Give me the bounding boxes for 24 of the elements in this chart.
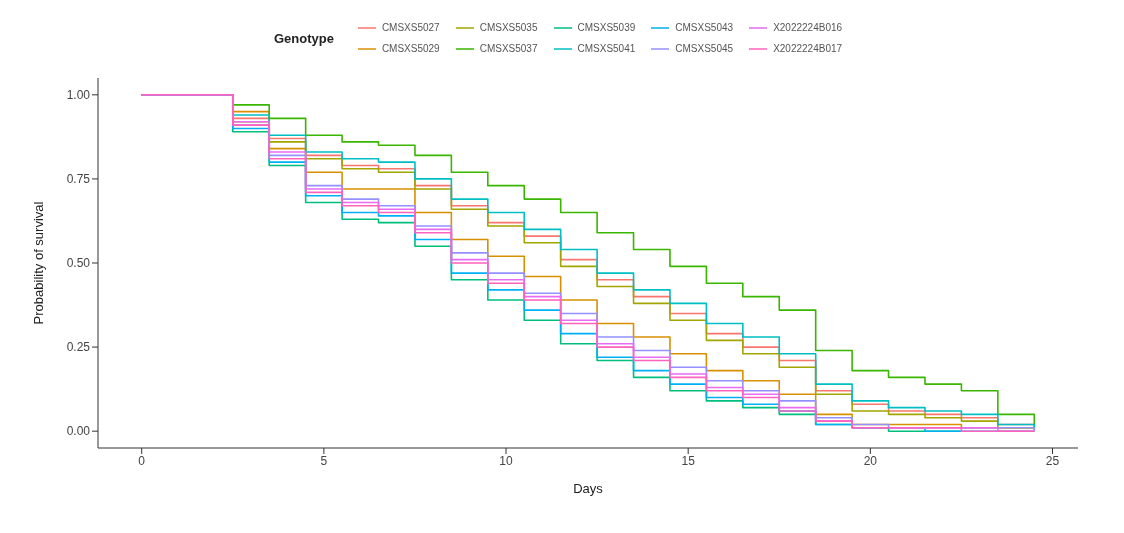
y-tick-label: 0.25 <box>66 340 91 355</box>
legend-label: CMSXS5045 <box>675 43 734 54</box>
legend-label: CMSXS5043 <box>675 22 734 33</box>
legend-label: X2022224B017 <box>773 43 843 54</box>
x-tick-label: 20 <box>863 453 878 468</box>
x-tick-label: 5 <box>320 453 328 468</box>
y-tick-label: 0.75 <box>66 172 91 187</box>
y-axis-title: Probability of survival <box>30 201 46 325</box>
y-tick-label: 0.00 <box>66 424 91 439</box>
y-tick-label: 0.50 <box>66 256 91 271</box>
legend-label: CMSXS5027 <box>381 22 440 33</box>
legend-title: Genotype <box>273 30 334 46</box>
x-tick-label: 25 <box>1045 453 1060 468</box>
legend-label: CMSXS5037 <box>479 43 538 54</box>
legend-label: CMSXS5041 <box>577 43 636 54</box>
legend-label: CMSXS5029 <box>381 43 440 54</box>
legend-label: CMSXS5039 <box>577 22 636 33</box>
x-axis-title: Days <box>573 481 604 496</box>
legend-label: X2022224B016 <box>773 22 843 33</box>
x-tick-label: 0 <box>138 453 146 468</box>
legend-label: CMSXS5035 <box>479 22 538 33</box>
y-tick-label: 1.00 <box>66 88 91 103</box>
x-tick-label: 10 <box>499 453 514 468</box>
x-tick-label: 15 <box>681 453 696 468</box>
